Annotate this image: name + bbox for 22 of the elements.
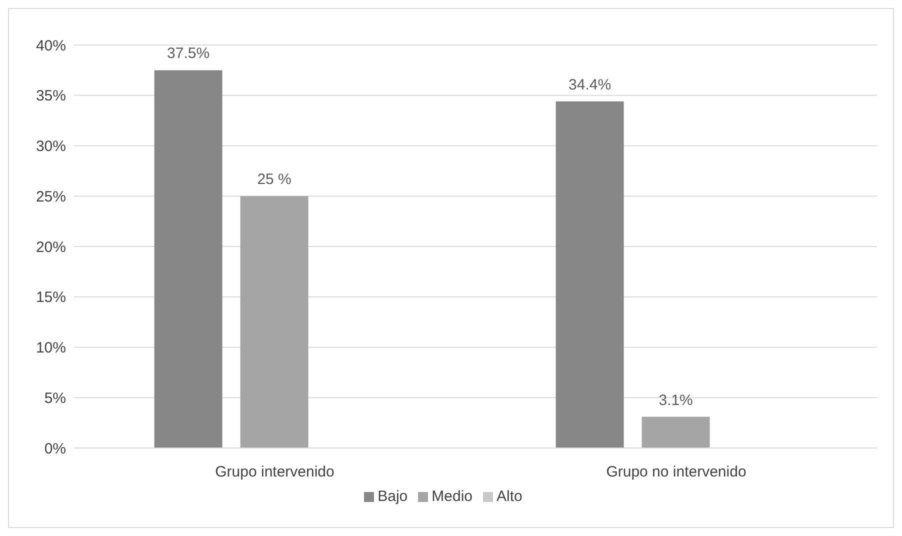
y-tick-label: 10%: [36, 340, 66, 357]
legend-label: Bajo: [378, 488, 408, 505]
y-tick-label: 0%: [44, 440, 66, 458]
y-tick-label: 30%: [36, 138, 66, 156]
legend-label: Medio: [432, 488, 473, 505]
data-label: 25 %: [257, 171, 292, 188]
data-label: 3.1%: [658, 392, 693, 409]
bar: [556, 101, 624, 448]
y-tick-label: 25%: [36, 188, 66, 206]
x-tick-label: Grupo intervenido: [215, 464, 334, 481]
y-tick-label: 5%: [44, 390, 66, 407]
legend-label: Alto: [496, 488, 522, 505]
y-tick-label: 15%: [36, 289, 66, 306]
y-tick-label: 20%: [36, 238, 66, 256]
bar: [240, 196, 308, 448]
data-label: 37.5%: [167, 45, 210, 62]
data-label: 34.4%: [568, 76, 612, 94]
bar: [642, 416, 710, 448]
y-tick-label: 35%: [36, 88, 66, 105]
x-tick-label: Grupo no intervenido: [606, 464, 746, 481]
bar: [154, 70, 222, 448]
y-tick-label: 40%: [36, 37, 66, 54]
